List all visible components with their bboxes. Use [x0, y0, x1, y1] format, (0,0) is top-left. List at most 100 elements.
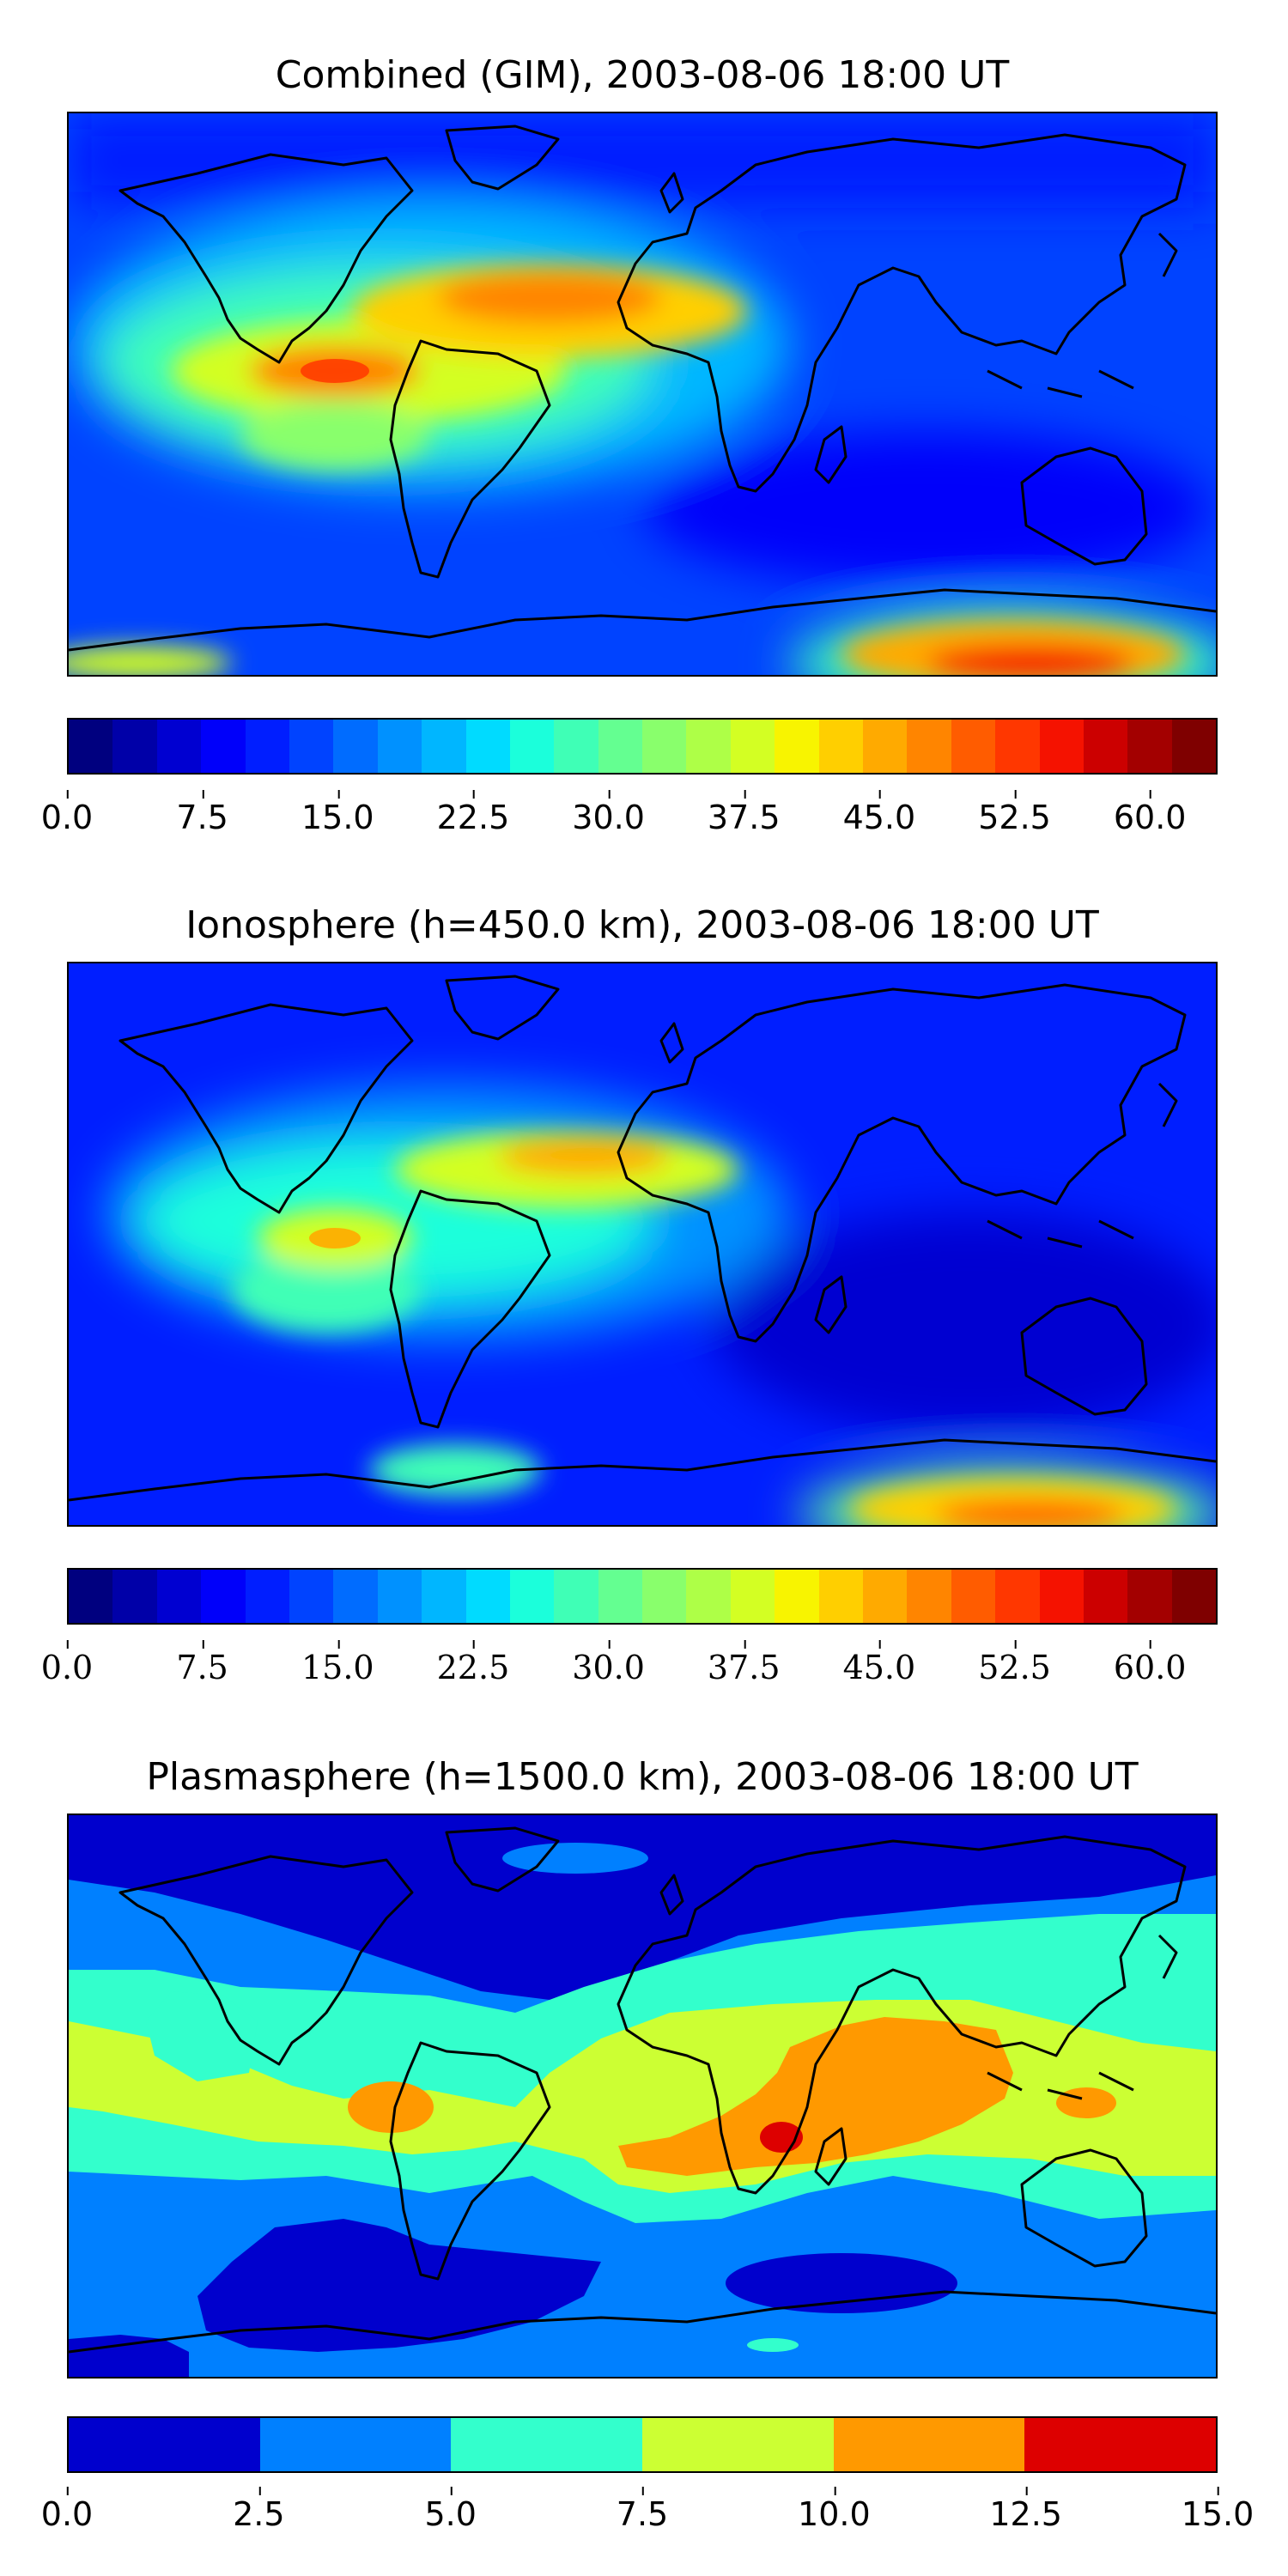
level-0-north — [69, 1815, 1216, 2000]
colorbar-swatch — [1171, 720, 1217, 773]
coast-australia — [1020, 1297, 1148, 1416]
colorbar-swatch — [818, 1570, 864, 1623]
tick-label: 2.5 — [233, 2487, 285, 2533]
level-0-antarctic-west — [69, 2335, 189, 2377]
colorbar-swatch — [465, 1570, 510, 1623]
peak-south-america — [301, 359, 369, 383]
colorbar-swatch — [1171, 1570, 1217, 1623]
colorbar-swatch — [1024, 2418, 1217, 2471]
tick-label: 30.0 — [572, 790, 645, 836]
peak-pacific — [309, 1228, 361, 1249]
coast-africa-eurasia — [617, 133, 1187, 493]
tec-map-ionosphere-svg — [69, 963, 1216, 1525]
coastlines — [69, 975, 1216, 1502]
coast-antarctica — [69, 1438, 1216, 1502]
colorbar-swatch — [642, 720, 687, 773]
coast-uk — [659, 1874, 684, 1916]
coast-greenland — [445, 125, 560, 191]
coast-south-america — [389, 339, 551, 579]
colorbar-swatch — [377, 1570, 422, 1623]
tick-label: 60.0 — [1113, 1640, 1187, 1686]
colorbar-swatch — [1083, 1570, 1128, 1623]
colorbar-swatch — [156, 720, 202, 773]
colorbar-swatch — [554, 720, 598, 773]
colorbar-swatch — [863, 1570, 908, 1623]
tick-label: 22.5 — [436, 790, 510, 836]
colorbar-swatch — [686, 720, 731, 773]
level-5-antarctic-spot — [747, 2338, 799, 2352]
tec-map-combined-svg — [69, 113, 1216, 675]
colorbar-swatch — [995, 1570, 1040, 1623]
colorbar-swatch — [907, 720, 951, 773]
coast-madagascar — [814, 425, 848, 484]
tick-label: 15.0 — [301, 790, 374, 836]
colorbar-swatch — [995, 720, 1040, 773]
coast-greenland — [445, 1826, 560, 1893]
colorbar-swatch — [112, 1570, 157, 1623]
field-arctic — [69, 113, 1216, 208]
tick-label: 45.0 — [842, 790, 916, 836]
chart-title-ionosphere: Ionosphere (h=450.0 km), 2003-08-06 18:0… — [185, 903, 1099, 947]
field-indian-low — [644, 431, 1211, 586]
field-orange-east — [438, 272, 661, 324]
tick-label: 37.5 — [707, 1640, 781, 1686]
tick-label: 0.0 — [40, 1640, 94, 1686]
colorbar-swatch — [377, 720, 422, 773]
colorbar-swatch — [951, 1570, 996, 1623]
colorbar-swatch — [69, 2418, 260, 2471]
colorbar-ionosphere — [67, 1568, 1218, 1625]
colorbar-swatch — [289, 720, 334, 773]
tick-label: 15.0 — [301, 1640, 374, 1686]
colorbar-ticks-plasmasphere: 0.0 2.5 5.0 7.5 10.0 12.5 15.0 — [41, 2487, 1254, 2538]
colorbar-swatch — [642, 1570, 687, 1623]
coast-south-america — [389, 1189, 551, 1429]
colorbar-swatch — [907, 1570, 951, 1623]
coast-japan — [1157, 232, 1178, 277]
colorbar-plasmasphere — [67, 2416, 1218, 2473]
coast-south-america — [389, 2041, 551, 2281]
colorbar-swatch — [554, 1570, 598, 1623]
colorbar-swatch — [69, 720, 113, 773]
colorbar-swatch — [775, 1570, 819, 1623]
tick-label: 7.5 — [616, 2487, 669, 2533]
colorbar-swatch — [730, 720, 775, 773]
colorbar-swatch — [686, 1570, 731, 1623]
colorbar-swatch — [289, 1570, 334, 1623]
colorbar-ticks-combined: 0.0 7.5 15.0 22.5 30.0 37.5 45.0 52.5 60… — [41, 790, 1218, 841]
tec-map-plasmasphere-svg — [69, 1815, 1216, 2377]
colorbar-swatch — [245, 1570, 289, 1623]
tick-label: 5.0 — [424, 2487, 477, 2533]
field-antarctic-red — [927, 646, 1133, 675]
colorbar-swatch — [422, 1570, 466, 1623]
coastlines — [69, 1826, 1216, 2354]
field-indian-low — [713, 1212, 1216, 1436]
colorbar-swatch — [259, 2418, 452, 2471]
tick-label: 52.5 — [978, 790, 1051, 836]
colorbar-swatch — [245, 720, 289, 773]
tick-label: 52.5 — [978, 1640, 1051, 1686]
tick-label: 7.5 — [176, 1640, 228, 1686]
tick-label: 22.5 — [436, 1640, 510, 1686]
coast-indonesia — [987, 369, 1134, 398]
level-10-indonesia — [1056, 2087, 1116, 2118]
field-antarctic-west — [69, 646, 232, 675]
tick-label: 15.0 — [1181, 2487, 1255, 2533]
field-orange-east — [498, 1138, 670, 1176]
colorbar-swatch — [598, 720, 643, 773]
level-5-pocket — [146, 1991, 258, 2081]
level-10-indian-ocean — [618, 2017, 1013, 2176]
colorbar-swatch — [818, 720, 864, 773]
tick-label: 60.0 — [1113, 790, 1187, 836]
tick-label: 45.0 — [842, 1640, 916, 1686]
coast-indonesia — [987, 2071, 1134, 2100]
coast-uk — [659, 1022, 684, 1064]
coast-africa-eurasia — [617, 983, 1187, 1343]
colorbar-swatch — [833, 2418, 1025, 2471]
coast-north-america — [118, 1003, 414, 1214]
coast-japan — [1157, 1082, 1178, 1127]
colorbar-swatch — [1127, 720, 1172, 773]
colorbar-combined — [67, 718, 1218, 775]
colorbar-swatch — [863, 720, 908, 773]
colorbar-swatch — [1127, 1570, 1172, 1623]
colorbar-swatch — [451, 2418, 643, 2471]
